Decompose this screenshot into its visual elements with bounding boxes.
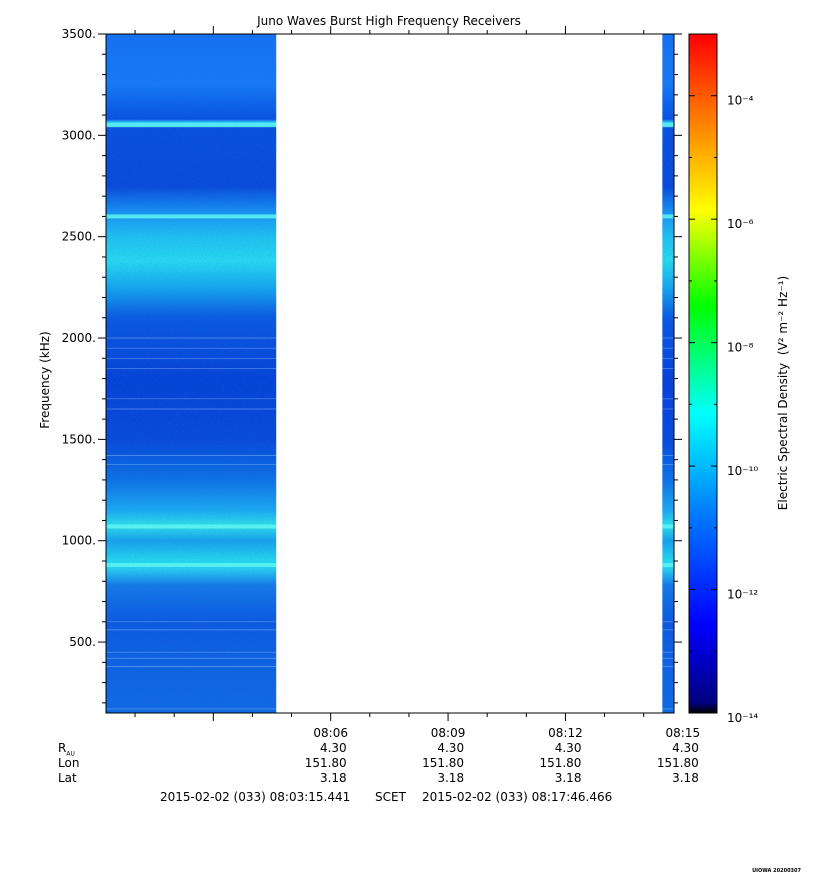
colorbar-label-text: Electric Spectral Density: [776, 363, 790, 510]
y-tick-label: 500.: [69, 635, 96, 649]
colorbar-tick-label: 10⁻⁸: [727, 341, 754, 355]
ephemeris-r-value: 4.30: [319, 741, 347, 755]
ephemeris-lat-value: 3.18: [319, 771, 347, 785]
colorbar-tick-label: 10⁻⁶: [727, 217, 754, 231]
ephemeris-lat-value: 3.18: [672, 771, 699, 785]
chart-title: Juno Waves Burst High Frequency Receiver…: [256, 14, 521, 28]
colorbar-tick-label: 10⁻¹⁴: [727, 711, 758, 725]
scet-label: SCET: [375, 790, 406, 804]
colorbar: [688, 33, 718, 714]
data-segment-noise-1: [106, 34, 277, 713]
bright-band-3: [106, 524, 277, 529]
x-tick-label: 08:12: [548, 726, 583, 740]
bright-band-2: [662, 214, 675, 219]
colorbar-label-units: (V² m⁻² Hz⁻¹): [776, 276, 790, 355]
bright-band-1: [106, 123, 277, 128]
y-axis: 500. 1000. 1500. 2000. 2500. 3000. 3500.: [62, 27, 682, 704]
colorbar-label: Electric Spectral Density (V² m⁻² Hz⁻¹): [776, 276, 790, 510]
ephemeris-label-lon: Lon: [58, 756, 80, 770]
ephemeris-lat-value: 3.18: [554, 771, 582, 785]
x-tick-label: 08:15: [666, 726, 701, 740]
ephemeris-lon-value: 151.80: [422, 756, 465, 770]
x-tick-label: 08:06: [313, 726, 348, 740]
ephemeris-label-r: RAU: [58, 741, 75, 758]
y-tick-label: 1000.: [62, 534, 96, 548]
ephemeris-lat-value: 3.18: [437, 771, 465, 785]
colorbar-tick-label: 10⁻⁴: [727, 94, 754, 108]
ephemeris-r-value: 4.30: [672, 741, 699, 755]
bright-band-4: [662, 563, 675, 568]
bright-band-4: [106, 563, 277, 568]
ephemeris-lon-value: 151.80: [304, 756, 347, 770]
y-axis-label: Frequency (kHz): [38, 331, 52, 428]
x-start-time: 2015-02-02 (033) 08:03:15.441: [160, 790, 351, 804]
ephemeris-lon-value: 151.80: [656, 756, 699, 770]
colorbar-tick-label: 10⁻¹²: [727, 588, 758, 602]
colorbar-tick-label: 10⁻¹⁰: [727, 464, 758, 478]
x-end-time: 2015-02-02 (033) 08:17:46.466: [422, 790, 613, 804]
bright-band-1: [662, 123, 675, 128]
y-tick-label: 2500.: [62, 230, 96, 244]
y-tick-label: 1500.: [62, 432, 96, 446]
bright-band-3: [662, 524, 675, 529]
y-tick-label: 3000.: [62, 128, 96, 142]
ephemeris-label-lat: Lat: [58, 771, 77, 785]
colorbar-axis: 10⁻¹⁴ 10⁻¹² 10⁻¹⁰ 10⁻⁸ 10⁻⁶ 10⁻⁴: [689, 33, 758, 725]
ephemeris-r-value: 4.30: [554, 741, 582, 755]
y-tick-label: 2000.: [62, 331, 96, 345]
footer-stamp: UIOWA 20200307: [752, 868, 801, 874]
bright-band-2: [106, 214, 277, 219]
ephemeris-lon-value: 151.80: [539, 756, 582, 770]
ephemeris-r-value: 4.30: [437, 741, 465, 755]
plot-frame: [105, 33, 675, 714]
data-segment-noise-2: [662, 34, 675, 713]
y-tick-label: 3500.: [62, 27, 96, 41]
x-axis: 08:06 08:09 08:12 08:15: [134, 26, 701, 740]
plot-area: [105, 33, 675, 714]
x-tick-label: 08:09: [431, 726, 466, 740]
